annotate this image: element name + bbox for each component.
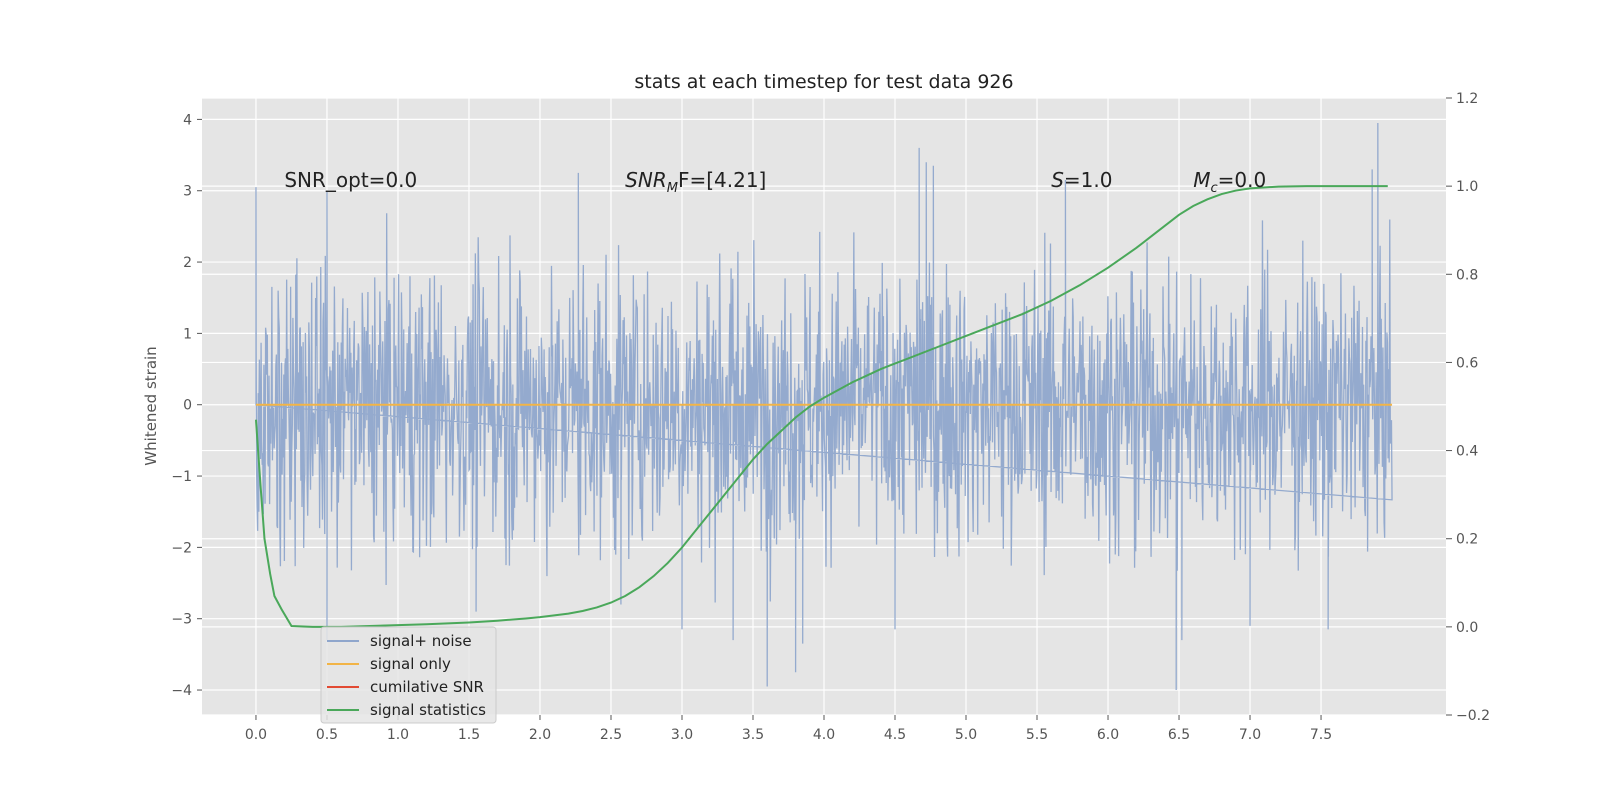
x-tick-label: 3.0 — [671, 727, 693, 743]
x-tick-label: 6.0 — [1097, 727, 1119, 743]
annotation-mc: Mc=0.0 — [1193, 168, 1266, 196]
x-tick-label: 4.0 — [813, 727, 835, 743]
x-tick-label: 5.0 — [955, 727, 977, 743]
x-tick-label: 1.0 — [387, 727, 409, 743]
legend-box — [320, 626, 497, 724]
y2-tick-label: 1.2 — [1456, 91, 1478, 107]
y2-tick-label: 0.4 — [1456, 444, 1478, 460]
x-tick-label: 1.5 — [458, 727, 480, 743]
x-tick-label: 6.5 — [1168, 727, 1190, 743]
series-lines — [254, 185, 1393, 628]
x-tick-label: 2.0 — [529, 727, 551, 743]
y2-tick-label: 0.0 — [1456, 620, 1478, 636]
y-tick-label: 1 — [183, 326, 192, 342]
chart-title: stats at each timestep for test data 926 — [634, 71, 1013, 93]
series-line-signal-statistics — [254, 185, 1388, 628]
y-tick-label: 2 — [183, 255, 192, 271]
x-tick-label: 0.5 — [316, 727, 338, 743]
x-tick-label: 4.5 — [884, 727, 906, 743]
x-tick-label: 7.5 — [1310, 727, 1332, 743]
x-tick-label: 3.5 — [742, 727, 764, 743]
y-tick-label: 0 — [183, 398, 192, 414]
legend-label: signal+ noise — [370, 632, 472, 650]
y-tick-label: 3 — [183, 184, 192, 200]
legend: signal+ noise signal only cumilative SNR si… — [320, 626, 497, 724]
y2-tick-label: 0.6 — [1456, 355, 1478, 371]
x-tick-label: 5.5 — [1026, 727, 1048, 743]
y-tick-label: −1 — [171, 469, 192, 485]
x-tick-label: 7.0 — [1239, 727, 1261, 743]
annotations: SNR_opt=0.0 SNRMF=[4.21] S=1.0 Mc=0.0 — [284, 168, 1266, 196]
x-tick-label: 2.5 — [600, 727, 622, 743]
y-tick-label: −2 — [171, 540, 192, 556]
y-axis-label: Whitened strain — [142, 346, 160, 465]
y2-tick-label: −0.2 — [1456, 708, 1490, 724]
y2-tick-label: 0.8 — [1456, 267, 1478, 283]
legend-label: cumilative SNR — [370, 678, 484, 696]
y-tick-label: −3 — [171, 612, 192, 628]
annotation-snr_opt: SNR_opt=0.0 — [284, 168, 417, 192]
y-tick-label: −4 — [171, 683, 192, 699]
x-tick-label: 0.0 — [245, 727, 267, 743]
legend-label: signal statistics — [370, 701, 486, 719]
legend-label: signal only — [370, 655, 451, 673]
y-tick-label: 4 — [183, 112, 192, 128]
annotation-s: S=1.0 — [1051, 168, 1112, 192]
annotation-snr_mf: SNRMF=[4.21] — [625, 168, 766, 196]
y2-tick-label: 0.2 — [1456, 532, 1478, 548]
axes: 0.0 0.5 1.0 1.5 2.0 2.5 3.0 3.5 4.0 4.5 5.0 5.5 6.0 6… — [171, 91, 1490, 743]
y2-tick-label: 1.0 — [1456, 179, 1478, 195]
